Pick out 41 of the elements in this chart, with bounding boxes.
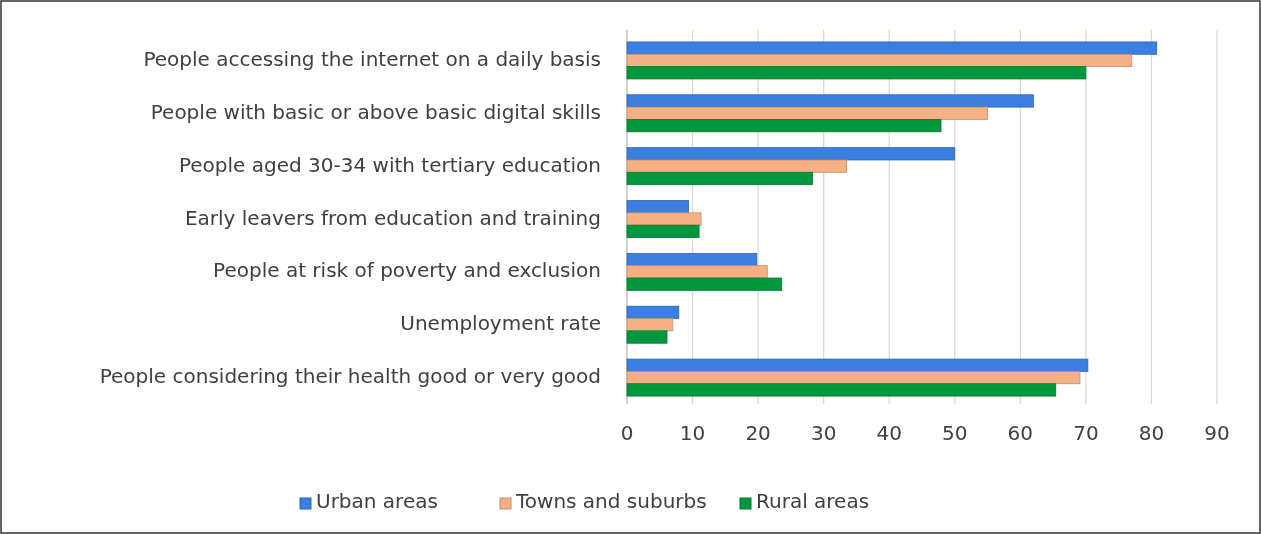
bar xyxy=(626,330,668,344)
y-tick-label: Unemployment rate xyxy=(400,311,601,336)
bar xyxy=(626,277,783,291)
bar xyxy=(626,252,758,267)
x-tick-label: 40 xyxy=(876,421,902,445)
bar xyxy=(626,224,700,238)
bar xyxy=(626,119,942,133)
bar xyxy=(626,94,1034,108)
bar xyxy=(626,171,813,186)
x-tick-label: 10 xyxy=(679,421,706,445)
bar xyxy=(626,265,768,279)
bar xyxy=(626,371,1081,385)
bar xyxy=(626,159,848,173)
bar xyxy=(626,200,690,214)
legend-label: Towns and suburbs xyxy=(515,489,707,513)
bar xyxy=(626,305,680,319)
y-tick-label: People aged 30-34 with tertiary education xyxy=(178,152,601,177)
bar xyxy=(626,106,988,120)
bar xyxy=(626,318,674,332)
bar xyxy=(626,66,1087,80)
bar xyxy=(626,212,702,226)
bar xyxy=(626,383,1057,397)
y-tick-label: People considering their health good or very good xyxy=(99,364,601,389)
y-tick-label: People at risk of poverty and exclusion xyxy=(213,258,601,283)
x-tick-label: 20 xyxy=(745,421,771,445)
legend-label: Urban areas xyxy=(316,489,438,513)
y-tick-label: Early leavers from education and training xyxy=(184,205,601,230)
x-tick-label: 30 xyxy=(810,421,837,445)
bar xyxy=(626,53,1133,67)
x-tick-label: 0 xyxy=(620,421,634,445)
bar xyxy=(626,41,1158,55)
x-tick-label: 70 xyxy=(1073,421,1099,445)
x-tick-label: 80 xyxy=(1138,421,1165,445)
x-tick-label: 90 xyxy=(1204,421,1230,445)
y-tick-label: People with basic or above basic digital skills xyxy=(150,99,601,124)
x-tick-label: 50 xyxy=(942,421,968,445)
legend-label: Rural areas xyxy=(756,489,870,513)
y-tick-label: People accessing the internet on a daily basis xyxy=(143,46,601,71)
bar xyxy=(626,358,1089,372)
bar xyxy=(626,147,956,161)
x-tick-label: 60 xyxy=(1007,421,1034,445)
